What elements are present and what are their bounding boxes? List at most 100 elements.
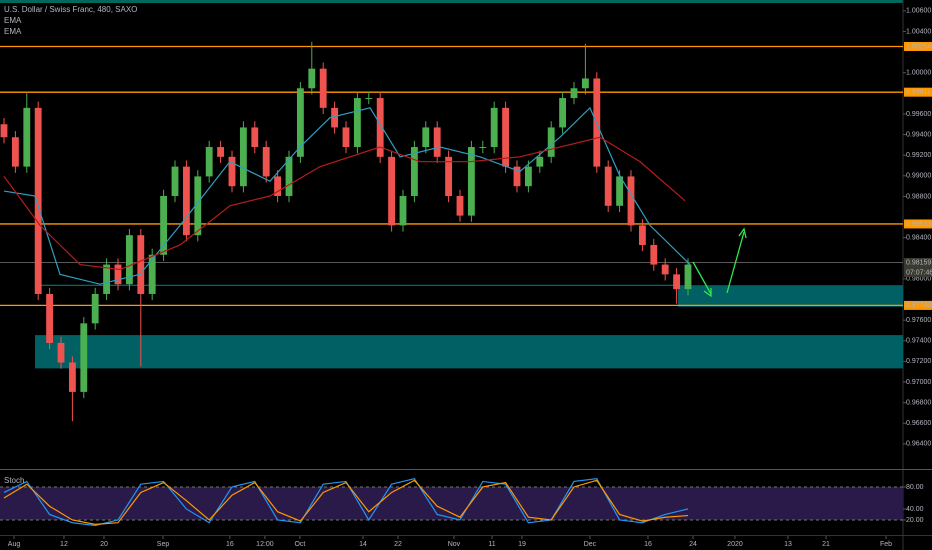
candle-body	[627, 176, 635, 226]
candle-body	[581, 78, 589, 89]
y-tick-label: 0.97000	[906, 379, 931, 386]
candle-body	[34, 107, 42, 294]
candle-body	[456, 196, 464, 216]
candle-body	[285, 156, 293, 197]
candle-body	[319, 68, 327, 108]
candle-body	[23, 107, 31, 167]
candle-body	[114, 264, 122, 285]
candle-body	[91, 293, 99, 324]
candle-body	[547, 127, 555, 157]
y-tick-label: 40.00	[906, 506, 924, 513]
symbol-title: U.S. Dollar / Swiss Franc, 480, SAXO	[4, 5, 137, 14]
arrow-head	[738, 227, 747, 239]
candle-body	[251, 127, 259, 148]
x-tick-label: 12	[60, 541, 68, 548]
y-tick-label: 0.98800	[906, 193, 931, 200]
level-tag	[904, 300, 932, 310]
x-tick-label: 12:00	[256, 541, 274, 548]
y-tick-label: 0.99400	[906, 131, 931, 138]
candle-body	[296, 88, 304, 157]
candle-body	[490, 107, 498, 148]
y-tick-label: 0.97400	[906, 338, 931, 345]
y-tick-label: 0.99200	[906, 152, 931, 159]
candle-body	[262, 147, 270, 177]
indicator-line	[3, 479, 689, 525]
arrow-head	[703, 288, 712, 298]
x-tick-label: 24	[689, 541, 697, 548]
arrow-down	[692, 261, 712, 295]
candle-body	[616, 176, 624, 206]
candle-body	[559, 98, 567, 128]
candle-body	[524, 166, 532, 187]
y-tick-label: 0.96600	[906, 420, 931, 427]
candle-body	[399, 196, 407, 226]
candle-body	[684, 264, 692, 290]
legend-entry: EMA	[4, 27, 22, 36]
y-tick-label: 0.96400	[906, 441, 931, 448]
x-tick-label: 20	[100, 541, 108, 548]
candle-body	[353, 98, 361, 148]
y-tick-label: 0.97200	[906, 358, 931, 365]
y-tick-label: 0.98400	[906, 235, 931, 242]
candle-body	[376, 98, 384, 157]
countdown: 07:07:46	[906, 269, 932, 276]
candle-body	[228, 156, 236, 187]
candle-body	[638, 225, 646, 245]
stoch-pane: 80.00 40.00 20.00	[0, 478, 924, 527]
candle-body	[342, 127, 350, 148]
candle-body	[502, 107, 510, 167]
arrow-up	[726, 231, 745, 294]
stoch-title: Stoch	[4, 476, 24, 485]
indicator-line	[3, 478, 689, 527]
x-tick-label: 22	[394, 541, 402, 548]
y-tick-label: 0.97600	[906, 317, 931, 324]
x-tick-label: 14	[359, 541, 367, 548]
level-label: 0.98533	[906, 221, 931, 228]
y-tick-label: 1.00400	[906, 28, 931, 35]
legend: U.S. Dollar / Swiss Franc, 480, SAXO EMA…	[4, 5, 137, 485]
y-tick-label: 1.00600	[906, 8, 931, 15]
x-tick-label: 16	[644, 541, 652, 548]
zone	[34, 335, 904, 369]
candle-body	[604, 166, 612, 206]
level-label: 0.99811	[906, 89, 931, 96]
level-tag	[904, 87, 932, 97]
candle-body	[365, 98, 373, 100]
y-tick-label: 80.00	[906, 484, 924, 491]
candle-body	[160, 196, 168, 255]
y-tick-label: 0.99000	[906, 173, 931, 180]
candle-body	[308, 68, 316, 89]
candle-body	[239, 127, 247, 187]
candle-body	[182, 166, 190, 236]
candle-body	[650, 244, 658, 265]
x-tick-label: Aug	[8, 541, 21, 548]
candle-body	[274, 176, 282, 197]
candle-body	[422, 127, 430, 148]
candle-body	[125, 235, 133, 285]
candle-body	[661, 264, 669, 275]
candle-body	[57, 342, 65, 363]
level-label: 1.00254	[906, 43, 931, 50]
indicator-line	[3, 106, 691, 285]
candle-body	[137, 235, 145, 294]
x-tick-label: 16	[226, 541, 234, 548]
candle-body	[570, 88, 578, 99]
legend-entry: EMA	[4, 16, 22, 25]
candle-body	[673, 274, 681, 290]
x-tick-label: Oct	[294, 541, 305, 548]
candle-body	[433, 127, 441, 157]
projection-arrows	[692, 227, 747, 298]
y-tick-label: 0.99600	[906, 111, 931, 118]
last-price-tag	[904, 258, 932, 278]
candle-body	[479, 147, 487, 149]
candle-body	[445, 156, 453, 197]
x-tick-label: 11	[488, 541, 495, 548]
last-price-label: 0.98159	[906, 259, 931, 266]
level-label: 0.97743	[906, 302, 931, 309]
x-tick-label: Feb	[880, 541, 892, 548]
x-tick-label: Nov	[448, 541, 461, 548]
candle-body	[217, 147, 225, 157]
candle-body	[80, 323, 88, 392]
candle-body	[513, 166, 521, 187]
main-pane: 0.96400 0.96600 0.96800 0.97000 0.97200 0.974…	[0, 8, 932, 548]
